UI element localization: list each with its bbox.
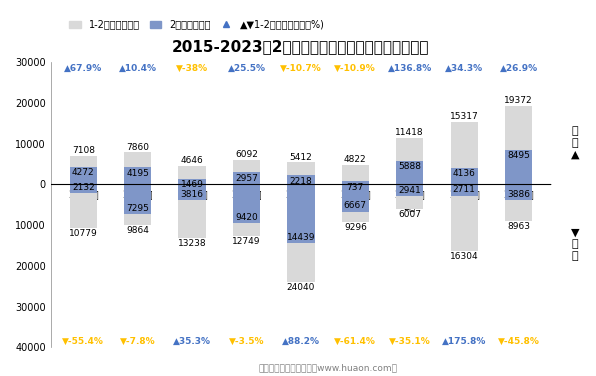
Text: ▼-10.9%: ▼-10.9% [334,64,376,73]
Text: 2957: 2957 [235,174,258,183]
Bar [124,152,151,185]
Text: 7295: 7295 [126,204,149,213]
Text: 9864: 9864 [126,226,149,235]
Text: 1469: 1469 [181,180,203,189]
Bar [178,165,206,185]
Bar [70,185,97,228]
Text: 24040: 24040 [287,283,315,292]
Text: 9296: 9296 [344,223,367,232]
Text: 11418: 11418 [395,128,424,137]
Bar [451,122,478,185]
Text: 6092: 6092 [235,150,258,159]
Bar [505,185,532,200]
Text: 出
口
▲: 出 口 ▲ [571,126,579,159]
Bar [342,185,369,212]
Bar [233,160,260,185]
Text: 7108: 7108 [72,146,95,155]
Text: ▼-35.1%: ▼-35.1% [389,337,430,346]
Text: 制图：华经产业研究院（www.huaon.com）: 制图：华经产业研究院（www.huaon.com） [258,363,398,372]
Text: ▼-45.8%: ▼-45.8% [498,337,539,346]
Text: ▲34.3%: ▲34.3% [445,64,483,73]
Bar [287,162,315,185]
Bar [233,173,260,185]
Bar [451,185,478,251]
Text: ▼-10.7%: ▼-10.7% [280,64,322,73]
Bar [178,185,206,200]
Bar [70,156,97,185]
Bar [342,165,369,185]
Text: 2218: 2218 [290,177,312,186]
Text: ▲67.9%: ▲67.9% [64,64,103,73]
Bar [396,185,423,197]
Bar [505,185,532,221]
Bar [233,185,260,237]
Text: ▲25.5%: ▲25.5% [228,64,265,73]
Text: 15317: 15317 [450,112,479,121]
Text: 19372: 19372 [504,96,533,105]
Text: 14439: 14439 [287,233,315,242]
Text: 10779: 10779 [69,229,98,238]
Text: 5888: 5888 [398,162,421,171]
Bar [451,185,478,196]
Bar [70,185,97,193]
Text: 9420: 9420 [235,213,258,222]
Bar [287,176,315,185]
Bar [342,185,369,222]
Text: ▲35.3%: ▲35.3% [173,337,211,346]
Text: 4195: 4195 [126,168,149,177]
Bar [342,182,369,185]
Bar [124,167,151,185]
Text: 2711: 2711 [453,185,476,194]
Text: 4646: 4646 [181,156,203,165]
Text: 8495: 8495 [507,151,530,160]
Text: 7860: 7860 [126,143,149,152]
Bar [287,185,315,243]
Text: 5412: 5412 [290,153,312,162]
Bar [451,168,478,185]
Text: 12749: 12749 [232,237,260,246]
Text: 16304: 16304 [450,252,479,261]
Bar [178,185,206,238]
Bar [124,185,151,225]
Text: 2132: 2132 [72,183,95,192]
Text: 6667: 6667 [344,202,367,211]
Text: ▼-3.5%: ▼-3.5% [229,337,264,346]
Bar [396,138,423,185]
Bar [70,167,97,185]
Text: ▲10.4%: ▲10.4% [119,64,157,73]
Text: 2941: 2941 [398,186,421,195]
Text: ▼-55.4%: ▼-55.4% [63,337,104,346]
Bar [178,179,206,185]
Legend: 1-2月（万美元）, 2月（万美元）, ▲▼1-2月同比增长率（%): 1-2月（万美元）, 2月（万美元）, ▲▼1-2月同比增长率（%) [66,16,328,33]
Text: ▲88.2%: ▲88.2% [282,337,320,346]
Text: ▲136.8%: ▲136.8% [387,64,432,73]
Title: 2015-2023年2月中国与津巴布韦进、出口商品总值: 2015-2023年2月中国与津巴布韦进、出口商品总值 [172,39,430,54]
Bar [396,161,423,185]
Text: ▼
进
口: ▼ 进 口 [571,228,579,261]
Bar [396,185,423,209]
Bar [505,106,532,185]
Text: ▲175.8%: ▲175.8% [442,337,486,346]
Text: ▼-38%: ▼-38% [176,64,208,73]
Text: 737: 737 [347,183,364,192]
Text: 13238: 13238 [178,239,206,248]
Text: ▼-7.8%: ▼-7.8% [120,337,156,346]
Bar [505,150,532,185]
Bar [233,185,260,223]
Text: 4136: 4136 [453,169,476,178]
Bar [287,185,315,282]
Text: 4272: 4272 [72,168,95,177]
Text: 3816: 3816 [181,190,204,199]
Text: ▼-61.4%: ▼-61.4% [334,337,376,346]
Text: 4822: 4822 [344,155,367,164]
Text: 6007: 6007 [398,210,421,219]
Bar [124,185,151,214]
Text: ▲26.9%: ▲26.9% [499,64,538,73]
Text: 8963: 8963 [507,222,530,231]
Text: 3886: 3886 [507,190,530,199]
